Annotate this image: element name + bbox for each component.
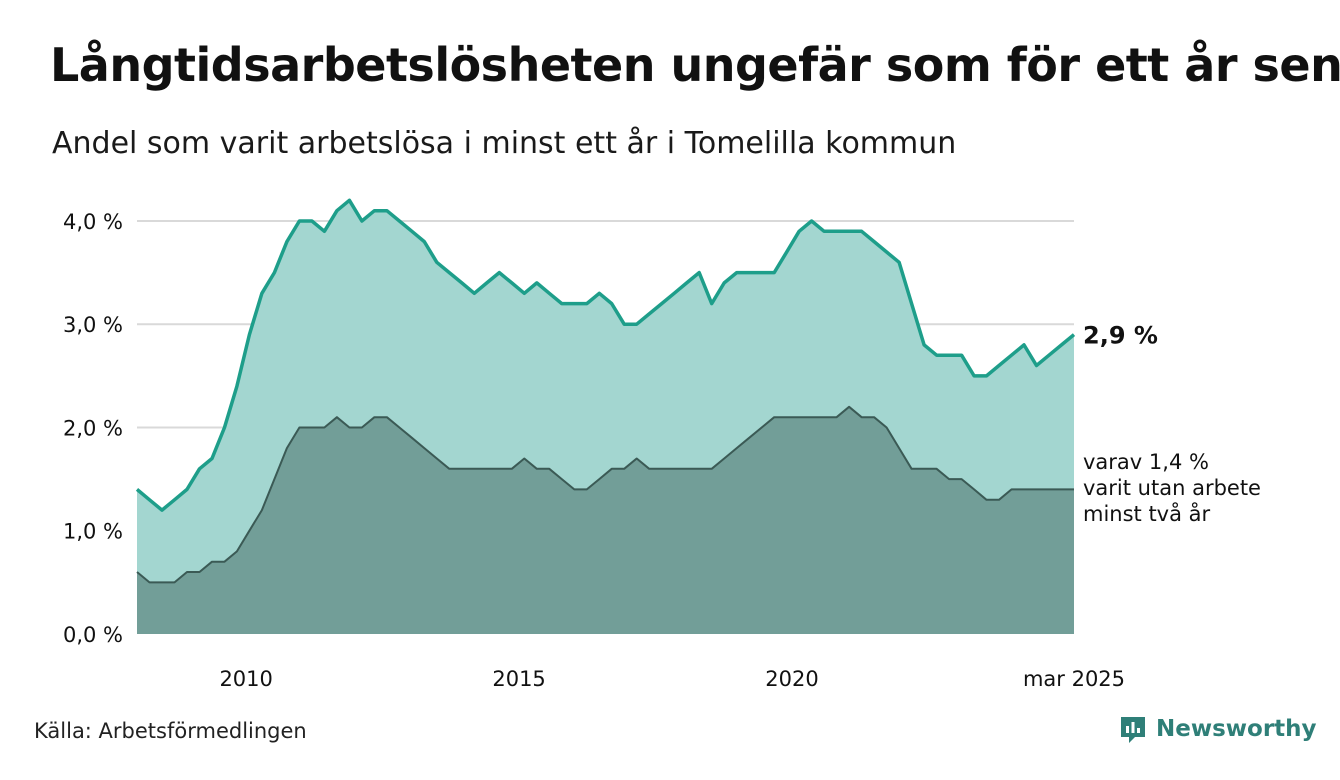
series-2-annotation-line: varav 1,4 % bbox=[1083, 450, 1209, 474]
y-tick-label: 0,0 % bbox=[63, 623, 123, 647]
source-note: Källa: Arbetsförmedlingen bbox=[34, 719, 307, 743]
series-2-area bbox=[137, 406, 1074, 634]
chart-areas bbox=[135, 198, 1076, 635]
series-1-annotation: 2,9 % bbox=[1083, 322, 1158, 350]
y-tick-label: 4,0 % bbox=[63, 210, 123, 234]
x-tick-label: mar 2025 bbox=[1023, 667, 1125, 691]
x-tick-label: 2020 bbox=[765, 667, 818, 691]
y-tick-label: 1,0 % bbox=[63, 520, 123, 544]
y-tick-label: 3,0 % bbox=[63, 313, 123, 337]
series-2-line bbox=[136, 405, 1074, 584]
chart-subtitle: Andel som varit arbetslösa i minst ett å… bbox=[52, 126, 957, 161]
series-2-annotation-line: varit utan arbete bbox=[1083, 476, 1261, 500]
series-2-annotation-line: minst två år bbox=[1083, 501, 1211, 526]
series-1-line bbox=[135, 198, 1076, 512]
axis-labels: 0,0 % 1,0 % 2,0 % 3,0 % 4,0 % 2010 2015 2020 mar… bbox=[63, 210, 1125, 691]
x-tick-label: 2015 bbox=[492, 667, 545, 691]
y-tick-label: 2,0 % bbox=[63, 416, 123, 440]
chart-title: Långtidsarbetslösheten ungefär som för e… bbox=[50, 38, 1340, 92]
newsworthy-logo-icon bbox=[1121, 717, 1145, 743]
x-tick-label: 2010 bbox=[219, 667, 272, 691]
newsworthy-logo[interactable]: Newsworthy bbox=[1118, 714, 1317, 744]
newsworthy-logo-text: Newsworthy bbox=[1156, 716, 1317, 742]
